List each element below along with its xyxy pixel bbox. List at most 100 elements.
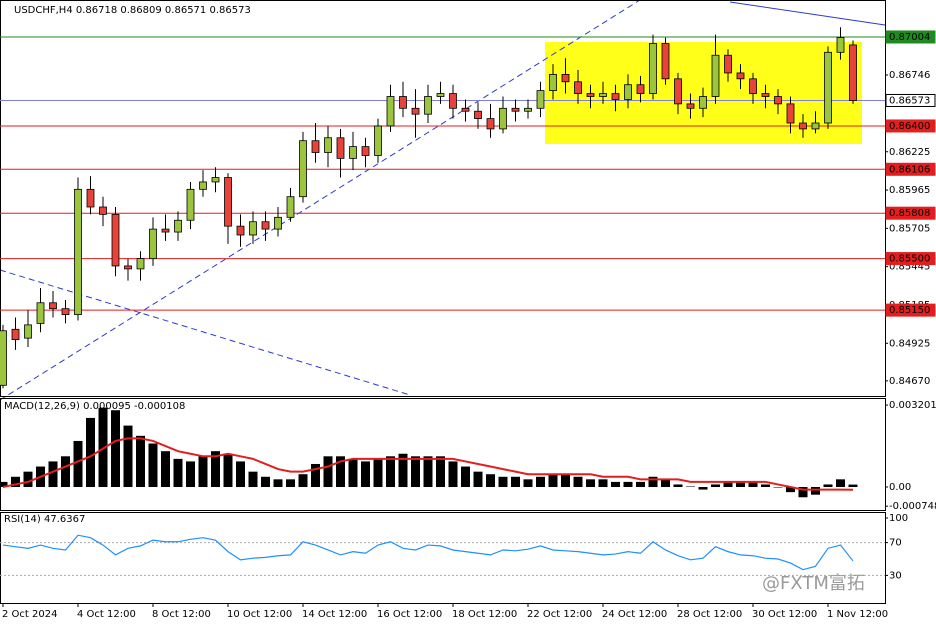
histogram-bar <box>61 456 70 488</box>
y-tick-label: 0.00 <box>889 482 911 493</box>
candle-body <box>236 225 245 236</box>
level-label-box <box>885 162 936 176</box>
histogram-bar <box>523 479 533 488</box>
level-label-box <box>885 252 936 266</box>
candle-body <box>0 330 7 386</box>
histogram-bar <box>586 479 595 488</box>
histogram-bar <box>148 443 158 488</box>
candle-body <box>386 96 395 127</box>
candle-body <box>849 44 857 101</box>
candle-body <box>599 93 607 97</box>
histogram-bar <box>398 453 408 488</box>
histogram-bar <box>548 474 558 488</box>
x-tick-label: 16 Oct 12:00 <box>377 609 442 620</box>
histogram-bar <box>273 479 283 488</box>
candle-body <box>561 74 570 83</box>
candle-body <box>474 110 482 120</box>
level-label: 0.86573 <box>889 95 930 106</box>
histogram-bar <box>536 476 545 488</box>
y-tick-label: 70 <box>889 538 902 549</box>
y-tick-label: -0.000748 <box>889 501 936 512</box>
y-tick-label: 0.84670 <box>889 376 930 387</box>
histogram-bar <box>411 456 420 488</box>
candle-body <box>274 216 282 230</box>
candle-body <box>124 265 132 270</box>
candle-body <box>199 181 207 190</box>
candle-body <box>486 118 495 130</box>
level-label-box <box>885 30 936 44</box>
x-tick-label: 22 Oct 12:00 <box>527 609 592 620</box>
candle-body <box>824 51 832 124</box>
y-tick-label: 0.86746 <box>889 70 930 81</box>
candle-body <box>136 258 145 270</box>
candle-body <box>249 221 257 236</box>
candle-body <box>524 107 532 112</box>
x-tick-label: 2 Oct 2024 <box>2 609 57 620</box>
rsi-line <box>2 534 854 571</box>
histogram-bar <box>98 407 108 488</box>
candle-body <box>549 74 557 92</box>
y-tick-label: 0.85445 <box>889 262 930 273</box>
candle-body <box>499 107 507 130</box>
histogram-bar <box>436 456 445 488</box>
histogram-bar <box>661 479 670 488</box>
y-tick-label: 0.86225 <box>889 147 930 158</box>
histogram-bar <box>198 456 208 488</box>
histogram-bar <box>498 476 508 488</box>
x-tick-label: 28 Oct 12:00 <box>677 609 742 620</box>
histogram-bar <box>386 456 395 488</box>
candle-body <box>99 206 107 215</box>
histogram-bar <box>623 481 633 488</box>
level-label: 0.87004 <box>889 32 930 43</box>
histogram-bar <box>348 458 358 488</box>
histogram-bar <box>611 481 620 488</box>
candle-body <box>174 219 182 233</box>
candle-body <box>711 54 720 97</box>
histogram-bar <box>786 487 795 493</box>
histogram-bar <box>723 481 733 488</box>
candle-body <box>299 140 307 198</box>
level-label: 0.86400 <box>889 121 930 132</box>
candle-body <box>74 188 82 315</box>
histogram-bar <box>836 479 845 488</box>
x-tick-label: 4 Oct 12:00 <box>77 609 136 620</box>
histogram-bar <box>311 463 320 488</box>
x-tick-label: 10 Oct 12:00 <box>227 609 292 620</box>
candle-body <box>336 137 345 159</box>
candle-body <box>24 324 32 339</box>
histogram-bar <box>86 417 95 488</box>
x-tick-label: 30 Oct 12:00 <box>752 609 817 620</box>
histogram-bar <box>336 456 345 488</box>
candle-body <box>636 84 645 94</box>
histogram-bar <box>473 471 483 488</box>
histogram-bar <box>111 410 120 488</box>
histogram-bar <box>648 476 658 488</box>
candle-body <box>811 122 820 130</box>
histogram-bar <box>248 471 258 488</box>
histogram-bar <box>811 487 820 495</box>
chart-title: USDCHF,H4 0.86718 0.86809 0.86571 0.8657… <box>14 5 251 16</box>
trendline <box>729 1 886 26</box>
histogram-bar <box>761 484 770 488</box>
histogram-bar <box>286 479 295 488</box>
histogram-bar <box>373 458 383 488</box>
watermark: @FXTM富拓 <box>762 573 865 594</box>
candle-body <box>324 137 332 153</box>
histogram-bar <box>361 461 370 488</box>
level-label-box <box>885 93 936 107</box>
x-tick-label: 18 Oct 12:00 <box>452 609 517 620</box>
histogram-bar <box>448 461 458 488</box>
candle-body <box>674 78 682 105</box>
candle-body <box>286 196 295 218</box>
histogram-bar <box>48 461 58 488</box>
candle-body <box>36 302 45 324</box>
level-label-box <box>885 303 936 317</box>
candle-body <box>574 81 582 94</box>
histogram-bar <box>298 474 308 488</box>
histogram-bar <box>186 461 195 488</box>
candle-body <box>836 37 845 53</box>
histogram-bar <box>636 481 645 488</box>
histogram-bar <box>23 471 33 488</box>
candle-body <box>424 96 432 115</box>
